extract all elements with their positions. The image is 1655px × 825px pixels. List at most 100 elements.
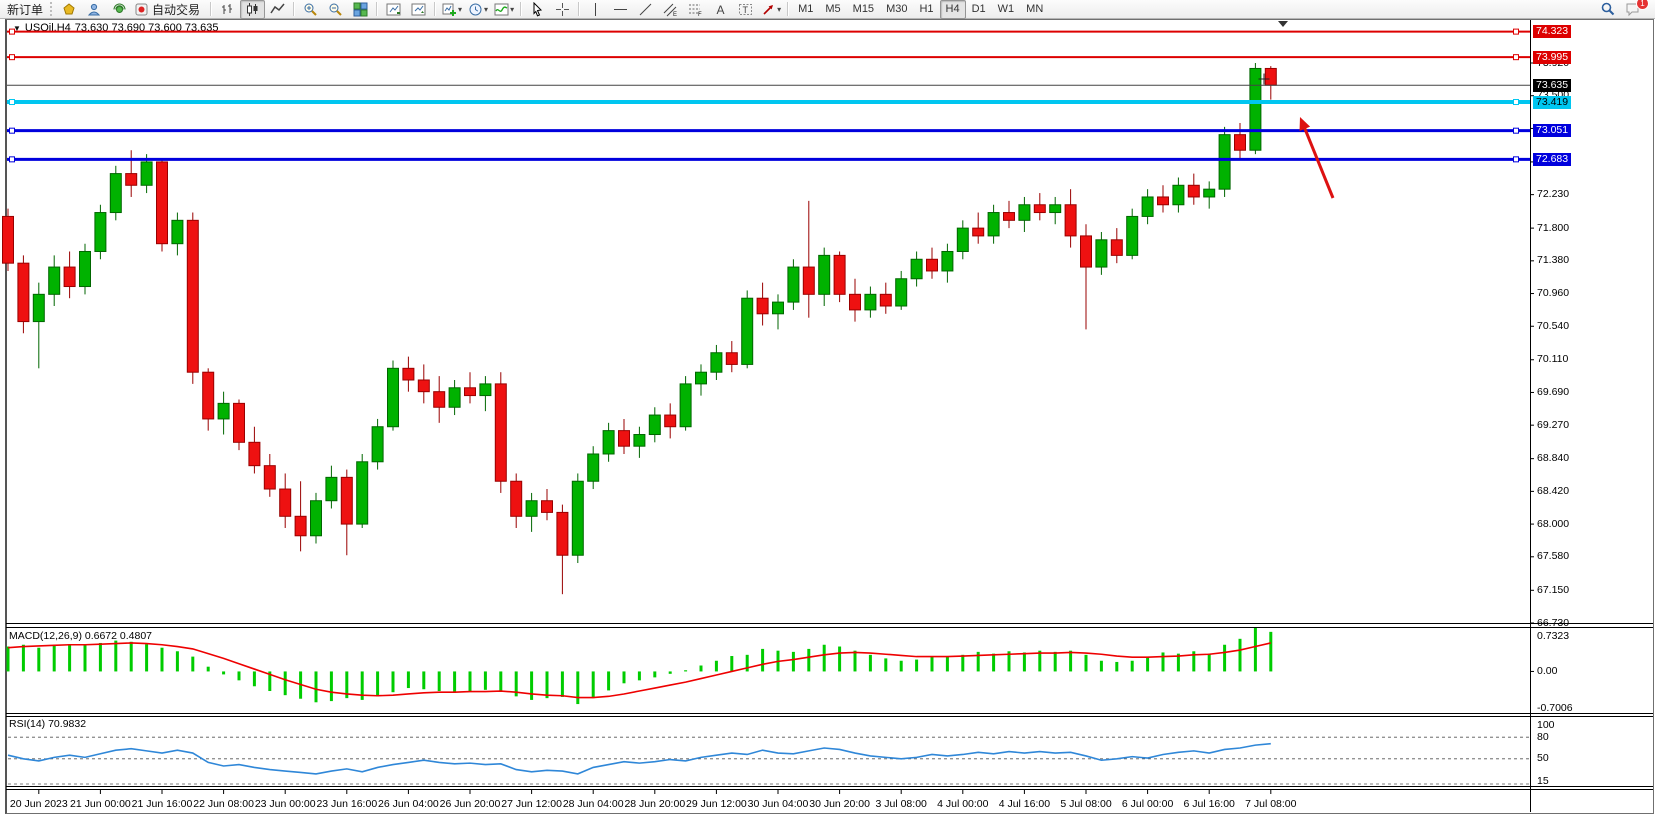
timeframe-button-h4[interactable]: H4	[939, 0, 966, 19]
macd-histogram-bar	[1176, 653, 1180, 672]
macd-histogram-bar	[1253, 628, 1257, 672]
candle	[1126, 215, 1139, 256]
candle	[371, 426, 384, 463]
vertical-line-tool-button[interactable]	[583, 0, 608, 19]
bar-chart-mode-button[interactable]	[215, 0, 240, 19]
autotrading-button[interactable]: 自动交易	[132, 0, 207, 19]
rsi-indicator-label: RSI(14) 70.9832	[9, 718, 87, 730]
timeframe-button-d1[interactable]: D1	[971, 3, 986, 15]
timeframe-button-h1[interactable]: H1	[919, 3, 934, 15]
macd-histogram-bar	[114, 640, 118, 672]
symbol-dropdown-icon[interactable]: ▼	[13, 23, 21, 33]
macd-histogram-bar	[1223, 644, 1227, 672]
new-chart-button[interactable]: ▾	[439, 0, 465, 19]
macd-histogram-bar	[545, 671, 549, 699]
candle	[941, 250, 954, 272]
crosshair-tool-button[interactable]	[550, 0, 575, 19]
macd-histogram-bar	[360, 671, 364, 700]
timeframe-button-w1[interactable]: W1	[997, 3, 1015, 15]
new-order-button[interactable]: 新订单	[7, 2, 44, 17]
line-handle[interactable]	[9, 127, 15, 134]
macd-histogram-bar	[714, 660, 718, 672]
chart-shift-button[interactable]	[381, 0, 406, 19]
timeframe-button-m30[interactable]: M30	[886, 3, 908, 15]
macd-histogram-bar	[899, 660, 903, 672]
signals-icon[interactable]	[107, 0, 132, 19]
candle	[910, 258, 923, 280]
time-axis-label: 23 Jun 16:00	[316, 798, 378, 810]
macd-histogram-bar	[591, 671, 595, 699]
trendline-tool-button[interactable]	[633, 0, 658, 19]
annotation-arrow-head[interactable]	[1299, 117, 1311, 131]
line-handle[interactable]	[9, 156, 15, 163]
line-handle[interactable]	[1513, 28, 1519, 35]
line-handle[interactable]	[1513, 99, 1519, 106]
timeframe-button-m1[interactable]: M1	[798, 3, 814, 15]
timeframe-button-mn[interactable]: MN	[1026, 3, 1044, 15]
macd-histogram-bar	[1115, 661, 1119, 672]
candle	[926, 258, 938, 272]
time-axis-label: 23 Jun 00:00	[254, 798, 316, 810]
time-axis-label: 5 Jul 08:00	[1060, 798, 1112, 810]
indicators-button[interactable]: ▾	[491, 0, 517, 19]
notifications-button[interactable]: 1	[1620, 0, 1649, 19]
candle	[802, 266, 815, 295]
macd-histogram-bar	[283, 671, 287, 696]
chart-shift-marker[interactable]	[1278, 21, 1288, 27]
support-line-2-price-badge: 72.683	[1533, 152, 1572, 166]
time-axis-label: 20 Jun 2023	[9, 798, 68, 810]
cursor-tool-button[interactable]	[525, 0, 550, 19]
line-handle[interactable]	[9, 28, 15, 35]
fibonacci-tool-button[interactable]: F	[683, 0, 708, 19]
macd-axis-label: -0.7006	[1537, 702, 1573, 714]
candle	[32, 293, 45, 323]
toolbar-separator	[787, 2, 790, 16]
macd-histogram-bar	[637, 671, 641, 681]
navigator-icon[interactable]	[82, 0, 107, 19]
text-tool-button[interactable]: A	[708, 0, 733, 19]
chart-window	[5, 19, 1654, 814]
arrows-tool-button[interactable]: ▾	[758, 0, 784, 19]
period-button[interactable]: ▾	[465, 0, 491, 19]
candle	[1264, 67, 1277, 86]
candle	[279, 488, 292, 517]
timeframe-button-m15[interactable]: M15	[852, 3, 875, 15]
macd-histogram-bar	[622, 671, 626, 684]
candle	[2, 215, 14, 264]
line-chart-mode-button[interactable]	[265, 0, 290, 19]
auto-scroll-button[interactable]	[406, 0, 431, 19]
candle	[972, 227, 985, 237]
candle	[248, 441, 261, 467]
zoom-out-button[interactable]	[323, 0, 348, 19]
line-handle[interactable]	[9, 54, 15, 61]
text-label-tool-button[interactable]: T	[733, 0, 758, 19]
equidistant-channel-tool-button[interactable]: E	[658, 0, 683, 19]
market-watch-icon[interactable]	[57, 0, 82, 19]
timeframe-button-m5[interactable]: M5	[825, 3, 841, 15]
line-handle[interactable]	[1513, 156, 1519, 163]
candlestick-mode-button[interactable]	[240, 0, 266, 19]
macd-histogram-bar	[1007, 651, 1011, 672]
horizontal-line-tool-button[interactable]	[608, 0, 633, 19]
search-icon[interactable]	[1595, 0, 1620, 19]
time-axis-label: 26 Jun 20:00	[439, 798, 501, 810]
toolbar-separator	[578, 2, 581, 16]
annotation-arrow[interactable]	[1301, 123, 1335, 199]
macd-histogram-bar	[329, 671, 333, 702]
line-handle[interactable]	[1513, 54, 1519, 61]
time-axis-label: 30 Jun 04:00	[747, 798, 809, 810]
macd-histogram-bar	[37, 647, 41, 672]
zoom-in-button[interactable]	[298, 0, 323, 19]
candle	[849, 293, 861, 311]
price-tick-label: 70.960	[1537, 287, 1570, 300]
candle	[602, 430, 615, 455]
time-axis-label: 27 Jun 12:00	[501, 798, 562, 810]
candle	[787, 266, 800, 303]
price-tick-label: 68.840	[1537, 452, 1570, 465]
tile-windows-button[interactable]	[348, 0, 373, 19]
candle	[433, 391, 446, 408]
candle	[17, 262, 30, 323]
line-handle[interactable]	[9, 99, 15, 106]
line-handle[interactable]	[1513, 127, 1519, 134]
candle	[171, 219, 184, 245]
